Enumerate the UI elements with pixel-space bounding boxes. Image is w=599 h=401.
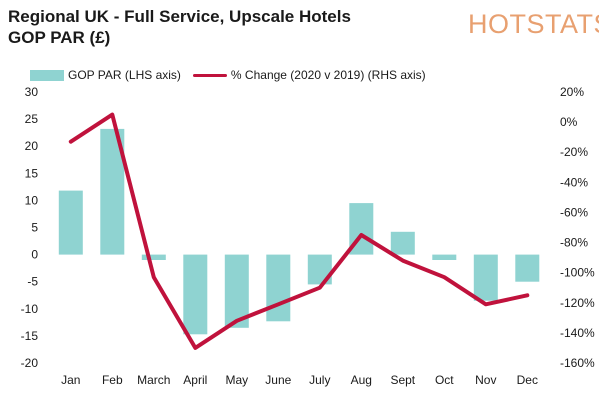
- legend-item-bar: GOP PAR (LHS axis): [30, 68, 181, 82]
- bar-april: [183, 254, 208, 335]
- x-tick-label: Nov: [475, 373, 496, 387]
- bar-sept: [390, 231, 415, 255]
- legend-swatch-bar: [30, 69, 64, 81]
- x-tick-label: May: [225, 373, 248, 387]
- bar-june: [266, 254, 291, 322]
- legend-label-bar: GOP PAR (LHS axis): [68, 68, 181, 82]
- right-tick-label: -20%: [560, 145, 588, 159]
- right-axis-ticks: 20% 0% -20% -40% -60% -80% -100% -120% -140% -160…: [560, 85, 595, 370]
- right-tick-label: -160%: [560, 356, 595, 370]
- right-tick-label: -120%: [560, 296, 595, 310]
- bar-dec: [515, 254, 540, 282]
- left-tick-label: 10: [25, 193, 39, 207]
- x-tick-label: April: [183, 373, 207, 387]
- x-tick-label: Feb: [102, 373, 123, 387]
- left-tick-label: 20: [25, 139, 39, 153]
- bar-nov: [473, 254, 498, 301]
- hotstats-logo: HOTSTATS: [468, 9, 599, 40]
- left-axis-ticks: 30 25 20 15 10 5 0 -5 -10 -15 -20: [21, 85, 39, 370]
- title-line-1: Regional UK - Full Service, Upscale Hote…: [8, 7, 351, 26]
- left-tick-label: 15: [25, 166, 39, 180]
- legend-item-line: % Change (2020 v 2019) (RHS axis): [192, 68, 426, 82]
- left-tick-label: -10: [21, 302, 39, 316]
- pct-change-line: [68, 112, 530, 350]
- line-group: [68, 112, 530, 350]
- right-tick-label: 0%: [560, 115, 578, 129]
- right-tick-label: -140%: [560, 326, 595, 340]
- right-tick-label: -40%: [560, 175, 588, 189]
- bars-group: [58, 128, 540, 335]
- title-line-2: GOP PAR (£): [8, 28, 111, 47]
- x-axis-ticks: Jan Feb March April May June July Aug Sept Oct Nov…: [61, 373, 538, 387]
- chart-title: Regional UK - Full Service, Upscale Hote…: [8, 6, 351, 48]
- x-tick-label: Aug: [351, 373, 372, 387]
- left-tick-label: 30: [25, 85, 39, 99]
- left-tick-label: 0: [31, 248, 38, 262]
- right-tick-label: -100%: [560, 266, 595, 280]
- right-tick-label: 20%: [560, 85, 584, 99]
- right-tick-label: -80%: [560, 236, 588, 250]
- x-tick-label: Jan: [61, 373, 80, 387]
- x-tick-label: Sept: [390, 373, 415, 387]
- left-tick-label: -20: [21, 356, 39, 370]
- left-tick-label: 5: [31, 221, 38, 235]
- bar-oct: [432, 254, 457, 260]
- bar-jan: [58, 190, 83, 255]
- left-tick-label: -5: [27, 275, 38, 289]
- legend-label-line: % Change (2020 v 2019) (RHS axis): [230, 68, 426, 82]
- x-tick-label: Oct: [435, 373, 454, 387]
- right-tick-label: -60%: [560, 205, 588, 219]
- x-tick-label: Dec: [517, 373, 538, 387]
- bar-march: [141, 254, 166, 260]
- left-tick-label: 25: [25, 112, 39, 126]
- brand-text: HOTSTATS: [468, 9, 599, 39]
- left-tick-label: -15: [21, 329, 39, 343]
- legend: GOP PAR (LHS axis) % Change (2020 v 2019…: [30, 68, 438, 82]
- x-tick-label: March: [137, 373, 170, 387]
- x-tick-label: June: [265, 373, 291, 387]
- legend-swatch-line: [192, 73, 227, 77]
- x-tick-label: July: [309, 373, 330, 387]
